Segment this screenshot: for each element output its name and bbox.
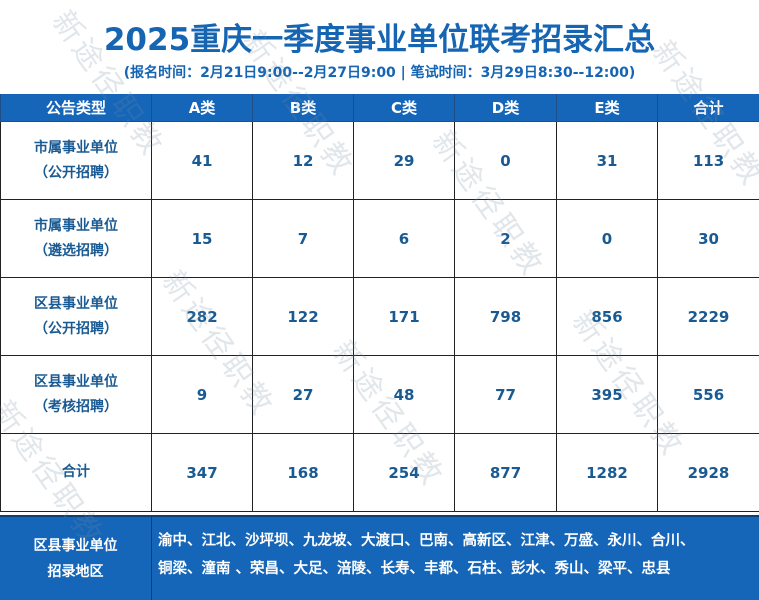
row-type-cell: 合计 <box>0 433 152 512</box>
row-type-line2: （公开招聘） <box>34 320 118 337</box>
value-cell: 77 <box>454 355 557 434</box>
value-cell: 168 <box>252 433 354 512</box>
row-type-cell: 市属事业单位 （公开招聘） <box>0 121 152 200</box>
value-cell: 29 <box>353 121 455 200</box>
row-type-cell: 区县事业单位 （考核招聘） <box>0 355 152 434</box>
total-cell: 2928 <box>657 433 759 512</box>
value-cell: 27 <box>252 355 354 434</box>
region-label: 区县事业单位 招录地区 <box>0 517 152 600</box>
row-type-line1: 市属事业单位 <box>34 217 118 234</box>
region-list-line1: 渝中、江北、沙坪坝、九龙坡、大渡口、巴南、高新区、江津、万盛、永川、合川、 <box>158 533 695 549</box>
region-footer: 区县事业单位 招录地区 渝中、江北、沙坪坝、九龙坡、大渡口、巴南、高新区、江津、… <box>0 515 759 600</box>
total-cell: 113 <box>657 121 759 200</box>
table-row: 市属事业单位 （公开招聘） 41 12 29 0 31 113 <box>0 121 759 200</box>
header-type: 公告类型 <box>0 94 152 122</box>
table-row: 区县事业单位 （公开招聘） 282 122 171 798 856 2229 <box>0 277 759 356</box>
table-header-row: 公告类型 A类 B类 C类 D类 E类 合计 <box>0 94 759 122</box>
row-type-line2: （考核招聘） <box>34 398 118 415</box>
value-cell: 877 <box>454 433 557 512</box>
header-e: E类 <box>556 94 658 122</box>
header-b: B类 <box>252 94 354 122</box>
value-cell: 48 <box>353 355 455 434</box>
value-cell: 15 <box>151 199 253 278</box>
schedule-subtitle: (报名时间：2月21日9:00--2月27日9:00 | 笔试时间：3月29日8… <box>123 65 636 81</box>
value-cell: 122 <box>252 277 354 356</box>
region-list-line2: 铜梁、潼南 、荣昌、大足、涪陵、长寿、丰都、石柱、彭水、秀山、梁平、忠县 <box>158 561 671 577</box>
region-label-line2: 招录地区 <box>47 563 104 580</box>
value-cell: 9 <box>151 355 253 434</box>
row-type-cell: 区县事业单位 （公开招聘） <box>0 277 152 356</box>
row-type-line1: 合计 <box>62 464 90 480</box>
total-cell: 30 <box>657 199 759 278</box>
header-d: D类 <box>454 94 557 122</box>
page-title: 2025重庆一季度事业单位联考招录汇总 <box>103 22 656 58</box>
row-type-cell: 市属事业单位 （遴选招聘） <box>0 199 152 278</box>
value-cell: 6 <box>353 199 455 278</box>
value-cell: 0 <box>556 199 658 278</box>
value-cell: 0 <box>454 121 557 200</box>
value-cell: 254 <box>353 433 455 512</box>
value-cell: 31 <box>556 121 658 200</box>
header-c: C类 <box>353 94 455 122</box>
recruitment-summary-table: 公告类型 A类 B类 C类 D类 E类 合计 市属事业单位 （公开招聘） 41 1… <box>0 94 759 512</box>
value-cell: 7 <box>252 199 354 278</box>
row-type-line1: 区县事业单位 <box>34 295 118 312</box>
table-row: 区县事业单位 （考核招聘） 9 27 48 77 395 556 <box>0 355 759 434</box>
value-cell: 395 <box>556 355 658 434</box>
value-cell: 12 <box>252 121 354 200</box>
region-label-line1: 区县事业单位 <box>33 537 118 554</box>
total-cell: 2229 <box>657 277 759 356</box>
value-cell: 2 <box>454 199 557 278</box>
header-a: A类 <box>151 94 253 122</box>
row-type-line1: 区县事业单位 <box>34 373 118 390</box>
value-cell: 41 <box>151 121 253 200</box>
region-list: 渝中、江北、沙坪坝、九龙坡、大渡口、巴南、高新区、江津、万盛、永川、合川、 铜梁… <box>152 517 759 600</box>
value-cell: 798 <box>454 277 557 356</box>
row-type-line2: （遴选招聘） <box>34 242 118 259</box>
row-type-line1: 市属事业单位 <box>34 139 118 156</box>
row-type-line2: （公开招聘） <box>34 164 118 181</box>
value-cell: 171 <box>353 277 455 356</box>
value-cell: 347 <box>151 433 253 512</box>
header-total: 合计 <box>657 94 759 122</box>
total-cell: 556 <box>657 355 759 434</box>
table-total-row: 合计 347 168 254 877 1282 2928 <box>0 433 759 512</box>
value-cell: 1282 <box>556 433 658 512</box>
value-cell: 856 <box>556 277 658 356</box>
table-row: 市属事业单位 （遴选招聘） 15 7 6 2 0 30 <box>0 199 759 278</box>
value-cell: 282 <box>151 277 253 356</box>
